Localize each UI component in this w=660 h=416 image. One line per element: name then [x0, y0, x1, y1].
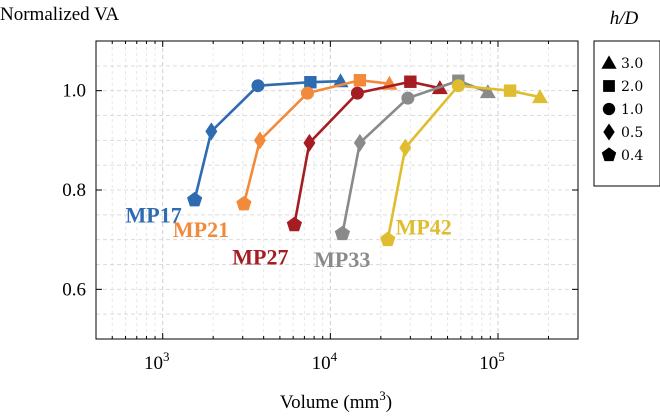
y-tick-label: 1.0 — [62, 81, 86, 102]
data-point-square — [503, 84, 517, 97]
x-tick-label: 104 — [312, 349, 338, 374]
data-point-diamond — [253, 131, 266, 150]
legend-label: 0.5 — [621, 125, 643, 141]
data-point-triangle — [479, 84, 496, 99]
legend-entry: 2.0 — [603, 79, 643, 95]
data-point-pentagon — [380, 231, 396, 247]
series-mp33 — [334, 74, 496, 241]
series-label: MP21 — [173, 217, 229, 242]
legend-square-icon — [603, 80, 615, 92]
legend-pentagon-icon — [601, 147, 617, 162]
data-point-pentagon — [286, 216, 302, 232]
x-tick-label: 103 — [144, 349, 170, 374]
y-axis-ticks: 0.6 0.8 1.0 — [62, 81, 578, 300]
series-mp42 — [380, 79, 548, 247]
data-point-circle — [350, 86, 364, 100]
series-label: MP42 — [396, 215, 452, 240]
x-tick-label-exp: 5 — [498, 349, 505, 364]
series-line — [341, 79, 489, 234]
x-axis-title-main: Volume (mm — [280, 392, 380, 413]
x-axis-ticks: 103 104 105 — [111, 41, 549, 374]
legend-triangle-icon — [601, 55, 617, 69]
data-point-diamond — [399, 138, 412, 157]
series-mp21 — [236, 74, 398, 211]
legend-label: 3.0 — [621, 56, 643, 72]
data-point-pentagon — [334, 225, 351, 241]
y-tick-label: 0.6 — [62, 279, 86, 300]
data-point-square — [304, 76, 317, 89]
x-tick-label-base: 10 — [312, 353, 331, 374]
series-label: MP33 — [314, 247, 370, 272]
series-layer — [187, 73, 548, 247]
legend-diamond-icon — [603, 123, 615, 141]
data-point-square — [404, 75, 417, 88]
legend-title: h/D — [610, 8, 639, 29]
legend-label: 0.4 — [621, 148, 643, 164]
legend-entries: 3.0 2.0 1.0 0.5 0.4 — [601, 55, 643, 164]
x-tick-label: 105 — [479, 349, 505, 374]
legend-entry: 1.0 — [602, 102, 643, 118]
legend-label: 2.0 — [621, 79, 643, 95]
data-point-circle — [451, 79, 465, 93]
data-point-diamond — [205, 122, 218, 141]
x-tick-label-exp: 4 — [331, 349, 338, 364]
data-point-circle — [401, 91, 415, 105]
data-point-circle — [251, 79, 265, 93]
x-tick-label-exp: 3 — [163, 349, 170, 364]
x-axis-title-tail: ) — [386, 392, 392, 413]
legend-entry: 0.4 — [601, 147, 643, 164]
x-tick-label-base: 10 — [479, 353, 498, 374]
x-axis-title-exp: 3 — [379, 388, 386, 403]
series-line — [242, 78, 390, 205]
data-point-diamond — [303, 133, 316, 152]
data-point-circle — [300, 86, 314, 100]
data-point-diamond — [353, 133, 366, 152]
series-line — [293, 80, 441, 226]
series-label: MP17 — [126, 202, 182, 227]
legend-entry: 3.0 — [601, 55, 643, 72]
series-mp17 — [187, 73, 349, 207]
series-label: MP27 — [232, 245, 288, 270]
x-tick-label-base: 10 — [144, 353, 163, 374]
y-tick-label: 0.8 — [62, 180, 86, 201]
legend-label: 1.0 — [621, 102, 643, 118]
data-point-square — [353, 74, 367, 87]
data-point-pentagon — [187, 191, 203, 207]
data-point-triangle — [531, 89, 548, 104]
legend-entry: 0.5 — [603, 123, 643, 141]
x-axis-title: Volume (mm3) — [280, 388, 392, 413]
y-axis-title: Normalized VA — [0, 4, 119, 25]
legend-circle-icon — [602, 102, 616, 116]
series-mp27 — [286, 75, 448, 232]
data-point-pentagon — [236, 195, 252, 211]
